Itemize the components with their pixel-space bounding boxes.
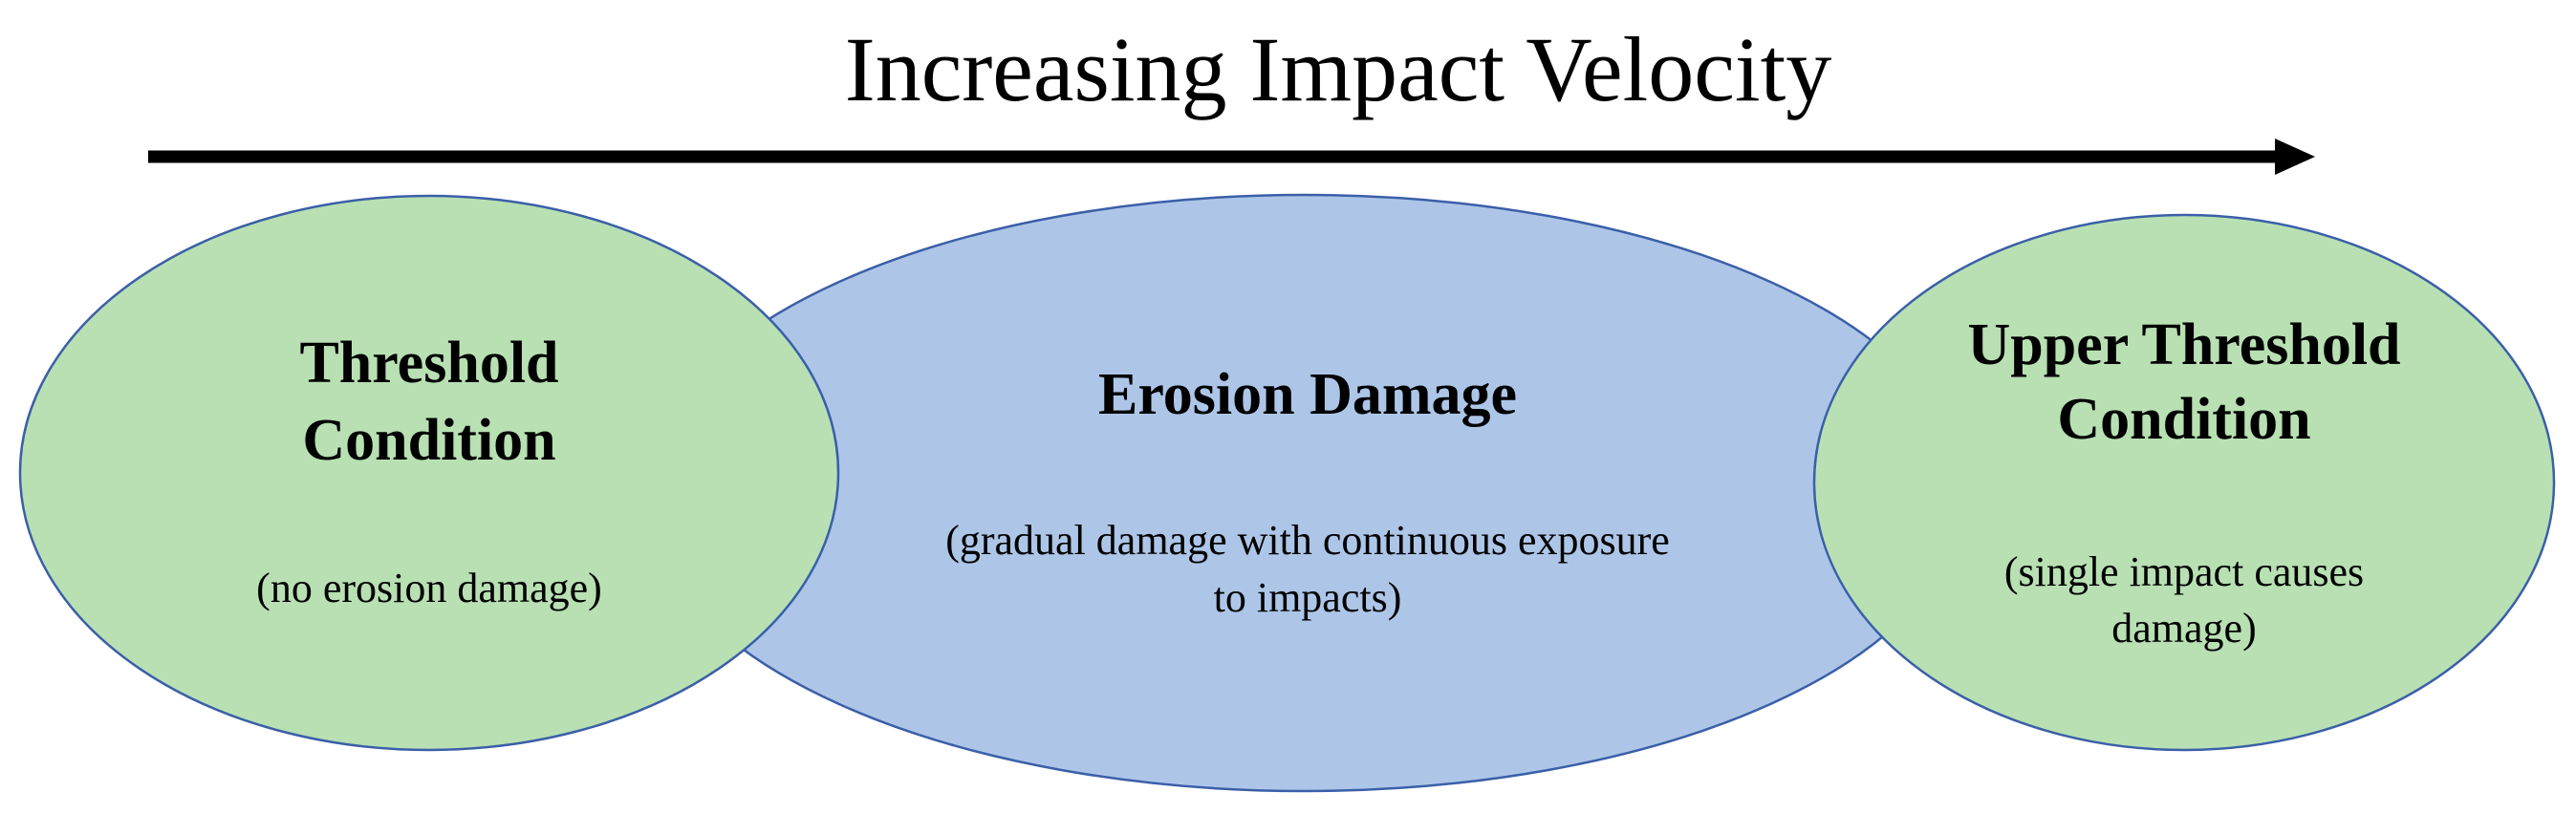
threshold-heading-line2: Condition: [302, 408, 555, 473]
erosion-damage-label: Erosion Damage (gradual damage with cont…: [945, 362, 1670, 621]
velocity-arrow: [148, 139, 2315, 175]
upper-threshold-description-line1: (single impact causes: [2004, 548, 2364, 595]
threshold-description: (no erosion damage): [256, 565, 602, 611]
threshold-condition-ellipse: [18, 194, 840, 752]
erosion-damage-ellipse: [643, 193, 1966, 793]
erosion-description-line2: to impacts): [1214, 574, 1402, 621]
erosion-heading: Erosion Damage: [1098, 362, 1517, 427]
threshold-heading-line1: Threshold: [299, 331, 558, 396]
upper-threshold-description-line2: damage): [2111, 605, 2256, 652]
diagram-title: Increasing Impact Velocity: [845, 18, 1832, 120]
upper-threshold-condition-ellipse: [1812, 213, 2556, 752]
upper-threshold-heading-line2: Condition: [2057, 387, 2310, 452]
upper-threshold-condition-label: Upper Threshold Condition (single impact…: [1967, 312, 2400, 652]
arrow-head: [2275, 139, 2315, 175]
upper-threshold-heading-line1: Upper Threshold: [1967, 312, 2400, 377]
threshold-condition-label: Threshold Condition (no erosion damage): [256, 331, 602, 611]
erosion-description-line1: (gradual damage with continuous exposure: [945, 517, 1670, 564]
